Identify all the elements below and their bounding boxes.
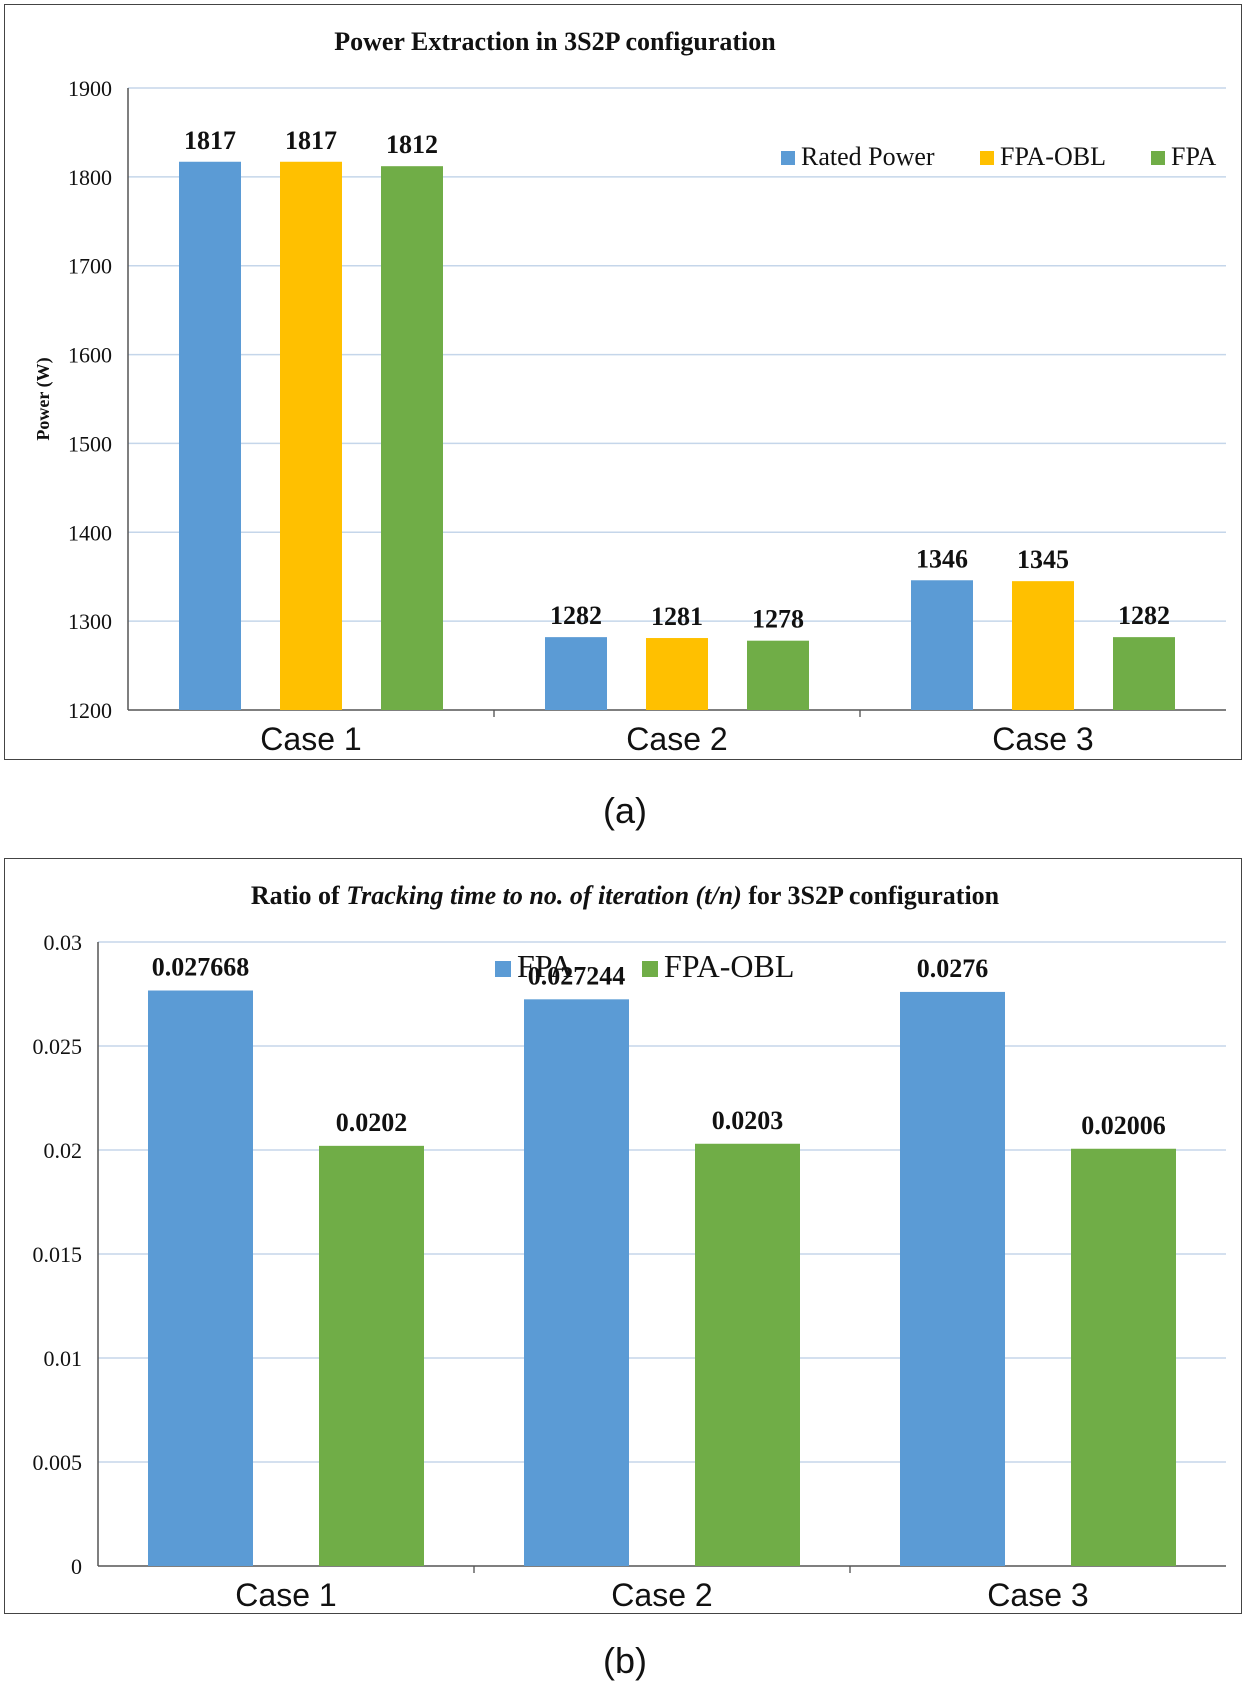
y-tick-label: 1900: [68, 76, 112, 101]
data-label: 0.0203: [712, 1106, 784, 1135]
y-tick-label: 1500: [68, 431, 112, 456]
data-label: 1281: [651, 602, 703, 631]
chart-b-title-part-1: Ratio of: [251, 881, 346, 910]
y-tick-label: 1600: [68, 343, 112, 368]
bar: [319, 1145, 424, 1566]
data-label: 0.027668: [152, 953, 250, 982]
y-tick-label: 1800: [68, 165, 112, 190]
x-tick-label: Case 3: [987, 1577, 1088, 1613]
data-label: 1345: [1017, 545, 1069, 574]
bar: [1012, 581, 1074, 710]
legend-swatch: [495, 961, 511, 977]
legend-swatch: [781, 151, 795, 165]
bar: [545, 637, 607, 710]
y-tick-label: 0: [71, 1554, 82, 1579]
data-label: 0.02006: [1081, 1111, 1166, 1140]
data-label: 1282: [550, 601, 602, 630]
bar: [747, 640, 809, 710]
y-tick-label: 0.02: [44, 1138, 83, 1163]
bar: [524, 999, 629, 1566]
x-tick-label: Case 1: [235, 1577, 336, 1613]
legend-label: Rated Power: [801, 142, 935, 171]
chart-b-title: Ratio of Tracking time to no. of iterati…: [251, 881, 1000, 910]
y-tick-label: 1400: [68, 520, 112, 545]
chart-a-panel: Power Extraction in 3S2P configuration P…: [4, 4, 1242, 760]
chart-a-y-axis-label: Power (W): [33, 357, 54, 440]
data-label: 0.027244: [528, 961, 626, 990]
bar: [1113, 637, 1175, 710]
bar: [1071, 1148, 1176, 1566]
chart-b-title-part-3: for 3S2P configuration: [742, 881, 1000, 910]
data-label: 0.0202: [336, 1108, 408, 1137]
y-tick-label: 0.03: [44, 930, 83, 955]
bar: [900, 991, 1005, 1566]
legend-label: FPA: [517, 948, 573, 984]
x-tick-label: Case 2: [611, 1577, 712, 1613]
data-label: 1278: [752, 605, 804, 634]
legend-swatch: [1151, 151, 1165, 165]
chart-a: Power Extraction in 3S2P configuration P…: [33, 27, 1226, 757]
chart-b-title-part-2: Tracking time to no. of iteration (t/n): [346, 881, 742, 910]
data-label: 1817: [285, 126, 337, 155]
bar: [646, 638, 708, 710]
bar: [280, 161, 342, 710]
bar: [911, 580, 973, 710]
y-tick-label: 1300: [68, 609, 112, 634]
legend-swatch: [980, 151, 994, 165]
x-tick-label: Case 2: [626, 721, 727, 757]
chart-b: Ratio of Tracking time to no. of iterati…: [33, 881, 1226, 1613]
legend-label: FPA: [1171, 142, 1217, 171]
y-tick-label: 0.01: [44, 1346, 83, 1371]
bar: [179, 161, 241, 710]
y-tick-label: 0.005: [33, 1450, 83, 1475]
figure-caption-b: (b): [603, 1640, 647, 1681]
data-label: 1346: [916, 544, 968, 573]
data-label: 1812: [386, 130, 438, 159]
legend-label: FPA-OBL: [664, 948, 794, 984]
x-tick-label: Case 1: [260, 721, 361, 757]
chart-b-panel: Ratio of Tracking time to no. of iterati…: [4, 858, 1242, 1614]
data-label: 1817: [184, 126, 236, 155]
y-tick-label: 1700: [68, 254, 112, 279]
legend-swatch: [642, 961, 658, 977]
data-label: 0.0276: [917, 954, 989, 983]
figure-caption-a: (a): [603, 790, 647, 831]
chart-a-title: Power Extraction in 3S2P configuration: [334, 27, 776, 56]
bar: [148, 990, 253, 1566]
y-tick-label: 1200: [68, 698, 112, 723]
data-label: 1282: [1118, 601, 1170, 630]
bar: [695, 1143, 800, 1566]
x-tick-label: Case 3: [992, 721, 1093, 757]
legend-label: FPA-OBL: [1000, 142, 1106, 171]
bar: [381, 166, 443, 711]
y-tick-label: 0.025: [33, 1034, 83, 1059]
y-tick-label: 0.015: [33, 1242, 83, 1267]
